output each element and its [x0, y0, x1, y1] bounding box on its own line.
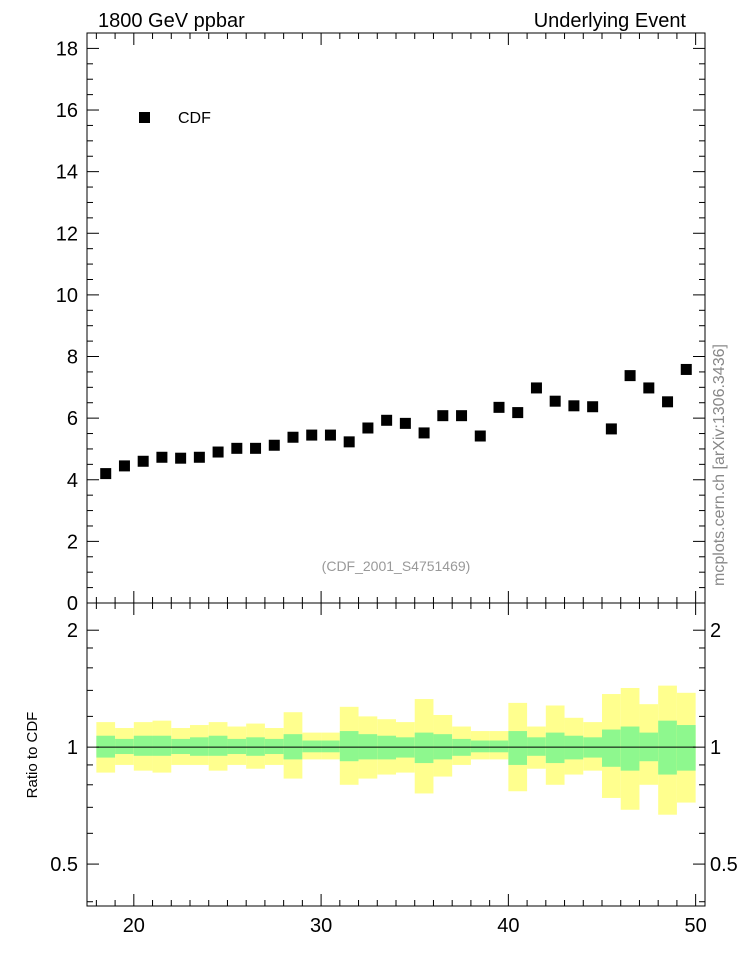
data-point: [437, 410, 449, 422]
ratio-y-tick-label-right: 2: [710, 620, 721, 642]
inner-band-bin: [208, 735, 228, 756]
header-left: 1800 GeV ppbar: [98, 10, 245, 32]
y-tick-label: 2: [67, 531, 78, 553]
data-point: [493, 401, 505, 413]
chart-text: 1800 GeV ppbar Underlying Event (CDF_200…: [24, 10, 728, 798]
data-point: [381, 414, 393, 426]
data-point: [212, 446, 224, 458]
data-point: [231, 442, 243, 454]
inner-band-bin: [264, 738, 284, 755]
ratio-y-tick-label: 0.5: [50, 854, 78, 876]
data-point: [549, 395, 561, 407]
inner-band-bin: [489, 740, 509, 753]
data-point: [156, 451, 168, 463]
data-point: [268, 439, 280, 451]
inner-band-bin: [339, 731, 359, 762]
inner-band-bin: [152, 735, 172, 756]
data-point: [137, 455, 149, 467]
y-tick-label: 12: [56, 223, 78, 245]
inner-band-bin: [414, 732, 434, 764]
inner-band-bin: [190, 737, 209, 756]
y-tick-label: 4: [67, 470, 78, 492]
data-point: [530, 382, 542, 394]
ratio-ylabel: Ratio to CDF: [24, 712, 41, 799]
inner-band-bin: [133, 735, 153, 756]
data-point: [512, 407, 524, 419]
data-point: [193, 451, 205, 463]
x-tick-label: 20: [123, 915, 145, 937]
ratio-panel: 20 30 40 50 0.5 0.5 1 1 2 2: [50, 602, 738, 937]
data-point: [343, 436, 355, 448]
inner-band-bin: [676, 725, 696, 771]
data-point: [118, 460, 130, 472]
data-point: [287, 431, 299, 443]
x-tick-label: 50: [685, 915, 707, 937]
y-tick-label: 16: [56, 100, 78, 122]
inner-band-bin: [602, 729, 621, 767]
data-point: [324, 429, 336, 441]
inner-band-bin: [302, 740, 322, 753]
data-point: [250, 442, 262, 454]
main-panel: 0 2 4 6 8 10 12 14 16 18: [56, 32, 706, 615]
ratio-y-tick-label: 1: [67, 737, 78, 759]
data-point: [306, 429, 318, 441]
inner-band-bin: [527, 737, 546, 756]
data-point: [456, 410, 468, 422]
y-tick-label: 10: [56, 285, 78, 307]
y-tick-label: 8: [67, 347, 78, 369]
inner-band-bin: [508, 731, 528, 765]
inner-band-bin: [620, 726, 640, 771]
y-tick-label: 14: [56, 162, 78, 184]
data-point: [643, 382, 655, 394]
ratio-y-tick-label-right: 1: [710, 737, 721, 759]
data-point: [624, 370, 636, 382]
y-tick-label: 18: [56, 38, 78, 60]
y-tick-label: 0: [67, 593, 78, 615]
inner-band-bin: [246, 737, 265, 756]
header-right: Underlying Event: [534, 10, 687, 32]
data-point: [399, 417, 411, 429]
x-tick-label: 30: [310, 915, 332, 937]
legend-label: CDF: [178, 110, 211, 127]
inner-band-bin: [545, 732, 565, 764]
data-point: [605, 423, 617, 435]
inner-band-bin: [227, 738, 247, 755]
inner-band-bin: [171, 738, 190, 755]
inner-band-bin: [470, 740, 490, 753]
ratio-y-tick-label: 2: [67, 620, 78, 642]
x-tick-label: 40: [497, 915, 519, 937]
watermark: mcplots.cern.ch [arXiv:1306.3436]: [711, 344, 728, 586]
analysis-id: (CDF_2001_S4751469): [322, 558, 471, 574]
data-point: [568, 400, 580, 412]
inner-band-bin: [115, 738, 134, 755]
data-point: [474, 430, 486, 442]
y-tick-label: 6: [67, 408, 78, 430]
data-point: [175, 452, 187, 464]
legend-marker: [139, 112, 150, 123]
data-point: [587, 401, 599, 413]
inner-band-bin: [321, 740, 340, 753]
data-point: [418, 427, 430, 439]
data-point: [100, 468, 112, 480]
data-point: [680, 363, 692, 375]
ratio-y-tick-label-right: 0.5: [710, 854, 738, 876]
data-point: [662, 396, 674, 408]
data-point: [362, 422, 374, 434]
